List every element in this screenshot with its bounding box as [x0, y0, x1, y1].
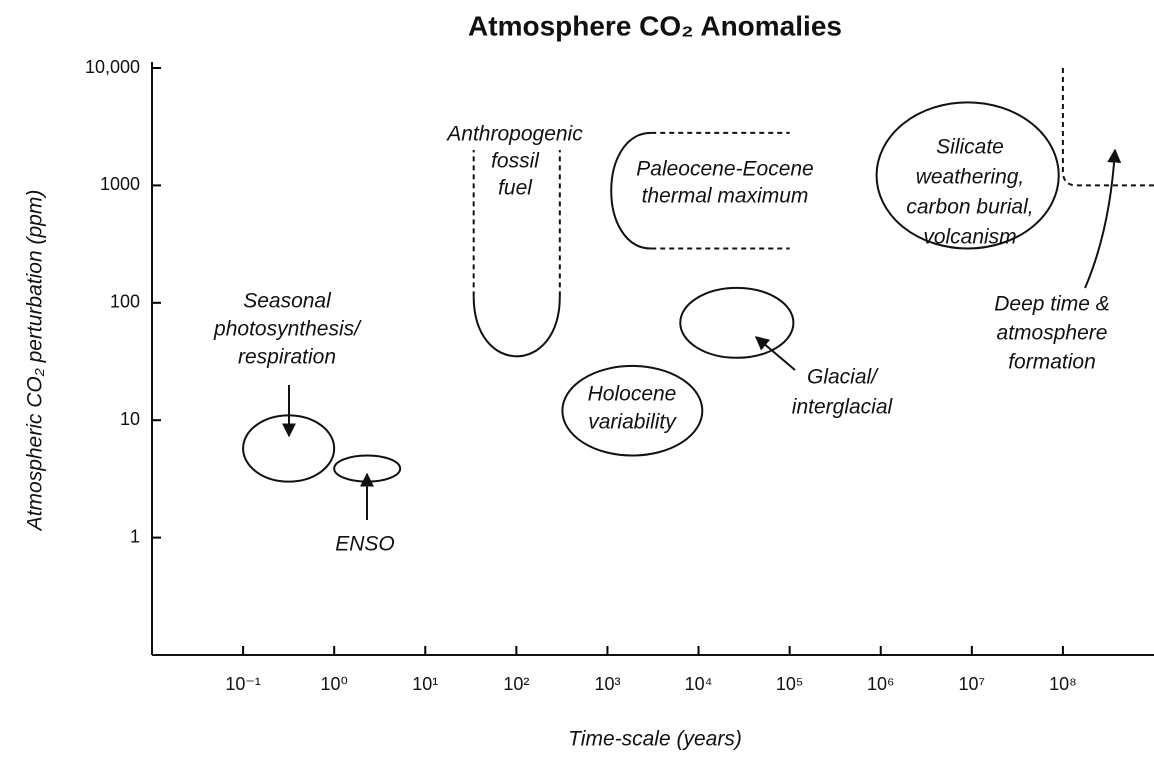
region-dash	[472, 150, 561, 297]
x-tick-label: 10¹	[412, 674, 438, 694]
region-label: Holocene	[588, 383, 677, 406]
region-ellipse	[333, 454, 402, 483]
region-label: fossil	[491, 150, 540, 173]
x-axis-label: Time-scale (years)	[568, 728, 742, 751]
y-tick-label: 10,000	[85, 57, 140, 77]
x-tick-label: 10³	[594, 674, 620, 694]
chart-title: Atmosphere CO₂ Anomalies	[468, 10, 842, 41]
region-label: interglacial	[792, 396, 894, 419]
region-ellipse	[875, 101, 1060, 250]
y-tick-label: 10	[120, 409, 140, 429]
y-axis-label: Atmospheric CO₂ perturbation (ppm)	[24, 190, 47, 533]
region-dash	[1061, 68, 1154, 187]
y-tick-label: 1000	[100, 174, 140, 194]
x-tick-label: 10⁸	[1049, 674, 1077, 694]
region-ellipse	[561, 364, 704, 457]
region-label: Paleocene-Eocene	[636, 158, 813, 181]
region-label: Glacial/	[807, 366, 879, 389]
y-tick-label: 100	[110, 292, 140, 312]
arrow	[754, 336, 796, 371]
region-label: Silicate	[936, 136, 1004, 159]
region-label: fuel	[498, 177, 533, 200]
region-label: carbon burial,	[906, 196, 1033, 219]
region-label: thermal maximum	[642, 185, 809, 208]
region-label: weathering,	[916, 166, 1025, 189]
region-label: ENSO	[335, 533, 395, 556]
region-label: Seasonal	[243, 290, 332, 313]
region-label: formation	[1008, 351, 1096, 374]
x-tick-label: 10⁻¹	[225, 674, 261, 694]
x-tick-label: 10⁴	[685, 674, 713, 694]
region-label: variability	[588, 411, 677, 434]
x-tick-label: 10⁰	[321, 674, 348, 694]
region-label: atmosphere	[997, 322, 1108, 345]
region-label: respiration	[238, 346, 336, 369]
region-ellipse	[679, 286, 795, 359]
region-curve	[610, 131, 652, 250]
x-tick-label: 10⁶	[867, 674, 894, 694]
region-label: Deep time &	[994, 293, 1110, 316]
region-label: volcanism	[923, 226, 1016, 249]
x-tick-label: 10⁵	[776, 674, 803, 694]
y-tick-label: 1	[130, 526, 140, 546]
region-curve	[472, 296, 561, 358]
region-label: photosynthesis/	[213, 318, 362, 341]
x-tick-label: 10⁷	[959, 674, 986, 694]
region-ellipse	[242, 414, 336, 483]
region-label: Anthropogenic	[445, 123, 583, 146]
arrow	[1084, 148, 1122, 289]
x-tick-label: 10²	[503, 674, 529, 694]
